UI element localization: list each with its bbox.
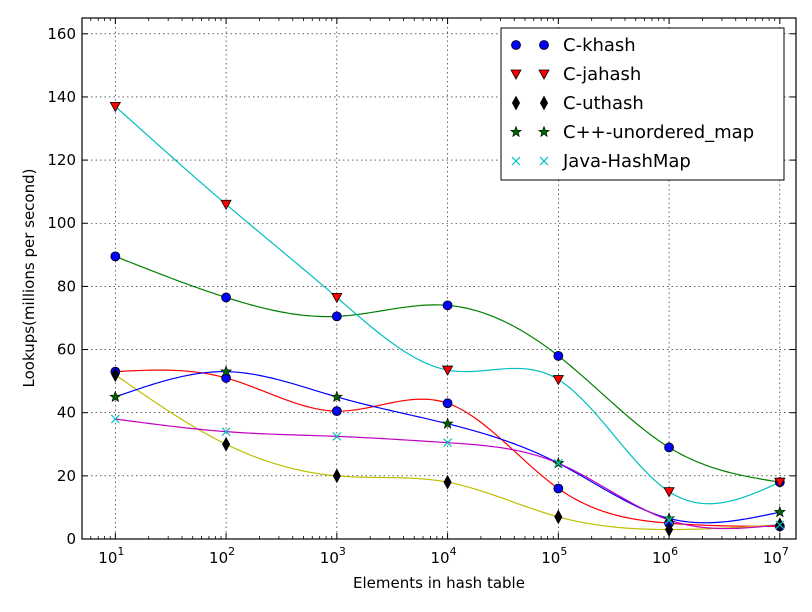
y-axis-label: Lookups(millions per second): [20, 169, 38, 388]
y-tick-label: 140: [47, 88, 76, 106]
x-tick-label: 101: [98, 545, 124, 567]
x-tick-label: 102: [209, 545, 235, 567]
data-point: [775, 520, 785, 530]
data-point: [443, 438, 453, 448]
data-point: [664, 442, 674, 453]
x-tick-label: 105: [541, 545, 567, 567]
x-tick-base: 10: [431, 549, 450, 567]
legend-item: C-uthash: [511, 93, 644, 114]
data-point: [663, 487, 675, 498]
y-tick-label: 40: [57, 404, 76, 422]
x-tick-label: 103: [320, 545, 346, 567]
data-point: [664, 515, 674, 525]
x-tick-label: 104: [431, 545, 457, 567]
x-axis-label: Elements in hash table: [353, 574, 525, 592]
x-tick-base: 10: [209, 549, 228, 567]
legend-label: C-khash: [563, 35, 636, 56]
legend-marker: [538, 69, 550, 80]
legend-marker: [539, 40, 549, 50]
x-tick-label: 107: [763, 545, 789, 567]
data-point: [332, 431, 342, 441]
y-tick-label: 80: [57, 277, 76, 295]
y-tick-label: 0: [66, 530, 76, 548]
x-tick-base: 10: [320, 549, 339, 567]
legend-marker: [539, 156, 549, 166]
x-tick-exponent: 6: [671, 545, 678, 558]
data-point: [441, 365, 454, 376]
data-point: [554, 509, 563, 525]
x-tick-base: 10: [541, 549, 560, 567]
legend-item: C++-unordered_map: [509, 122, 754, 143]
data-point: [553, 350, 564, 361]
x-tick-exponent: 4: [450, 545, 457, 558]
data-point: [331, 311, 342, 322]
y-tick-label: 160: [47, 25, 76, 43]
y-tick-label: 20: [57, 467, 76, 485]
data-point: [220, 199, 232, 211]
legend-item: C-khash: [511, 35, 636, 56]
data-point: [443, 474, 452, 490]
data-point: [441, 417, 454, 429]
legend-marker: [509, 125, 523, 138]
legend-label: Java-HashMap: [562, 151, 691, 172]
legend-item: Java-HashMap: [511, 151, 691, 172]
legend-label: C++-unordered_map: [563, 122, 754, 143]
data-point: [773, 505, 786, 518]
data-point: [221, 292, 231, 303]
legend-marker: [539, 95, 549, 111]
legend-marker: [537, 125, 551, 138]
legend-label: C-jahash: [563, 64, 641, 85]
data-point: [220, 365, 233, 377]
x-tick-exponent: 3: [339, 545, 346, 558]
data-point: [332, 468, 341, 484]
data-point: [222, 436, 231, 452]
data-point: [553, 483, 564, 494]
plot-frame: [81, 17, 797, 540]
data-point: [553, 458, 563, 468]
legend-marker: [511, 156, 521, 166]
x-tick-label: 106: [652, 545, 678, 567]
y-tick-label: 60: [57, 341, 76, 359]
legend-marker: [511, 95, 521, 111]
x-tick-exponent: 5: [560, 545, 567, 558]
data-point: [552, 375, 565, 386]
x-tick-base: 10: [98, 549, 117, 567]
legend-marker: [510, 69, 522, 80]
x-tick-exponent: 2: [228, 545, 235, 558]
data-point: [774, 477, 786, 488]
data-point: [221, 427, 231, 437]
data-point: [109, 102, 122, 113]
data-point: [109, 390, 122, 403]
x-tick-exponent: 7: [782, 545, 789, 558]
data-point: [111, 367, 120, 383]
data-point: [442, 398, 453, 409]
x-tick-base: 10: [652, 549, 671, 567]
x-tick-exponent: 1: [117, 545, 124, 558]
y-tick-label: 120: [47, 151, 76, 169]
legend-marker: [511, 40, 521, 50]
data-point: [331, 293, 343, 304]
legend-label: C-uthash: [563, 93, 644, 114]
data-point: [331, 406, 342, 417]
data-point: [110, 251, 121, 262]
legend: C-khash C-jahash C-uthash C++-unordered_map…: [500, 27, 785, 181]
legend-item: C-jahash: [510, 64, 641, 85]
data-point: [110, 414, 120, 424]
legend-box: [500, 27, 785, 181]
x-tick-base: 10: [763, 549, 782, 567]
data-point: [442, 300, 453, 311]
y-tick-label: 100: [47, 214, 76, 232]
data-point: [330, 390, 343, 403]
markers: [109, 102, 786, 537]
